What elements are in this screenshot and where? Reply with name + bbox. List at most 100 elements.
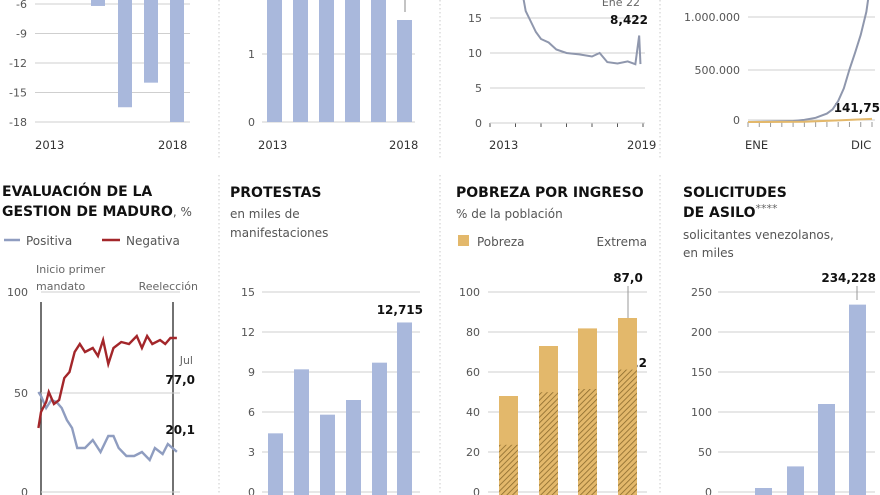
bar	[346, 400, 361, 495]
chart-title-line2: GESTION DE MADURO, %	[2, 204, 192, 220]
title-note: ****	[756, 202, 779, 215]
chart-evaluacion: EVALUACIÓN DE LA GESTION DE MADURO, % Po…	[2, 182, 198, 495]
y-tick-label: 1	[248, 48, 255, 61]
y-tick-label: 0	[473, 486, 480, 495]
bar	[397, 322, 412, 495]
legend-extrema: Extrema	[597, 235, 647, 249]
series-line-1	[747, 117, 873, 123]
bar	[818, 404, 835, 495]
annotation-start: Inicio primer	[36, 263, 106, 276]
y-tick-label: 6	[248, 406, 255, 419]
y-tick-label: 0	[21, 486, 28, 495]
y-tick-label: 150	[691, 366, 712, 379]
y-tick-label: 80	[466, 326, 480, 339]
x-label: ENE	[745, 138, 768, 152]
y-tick-label: 10	[468, 47, 482, 60]
bar-2015	[91, 0, 105, 6]
y-tick-label: 500.000	[695, 64, 741, 77]
x-label: 2018	[158, 138, 187, 152]
y-tick-label: -15	[9, 87, 27, 100]
y-tick-label: 40	[466, 406, 480, 419]
annotation-start: mandato	[36, 280, 85, 293]
annotation-month: Jul	[179, 354, 193, 367]
x-label: DIC	[851, 138, 871, 152]
y-tick-label: 50	[698, 446, 712, 459]
x-label: 2019	[627, 138, 656, 152]
data-label: 141,75	[834, 101, 880, 115]
series-line	[522, 0, 642, 66]
y-tick-label: 60	[466, 366, 480, 379]
chart-subtitle: manifestaciones	[230, 226, 328, 240]
y-tick-label: 250	[691, 286, 712, 299]
y-tick-label: 15	[468, 12, 482, 25]
y-tick-label: 50	[14, 387, 28, 400]
bar-extrema	[539, 392, 558, 495]
legend-swatch-pobreza	[458, 235, 469, 246]
chart-title: SOLICITUDES	[683, 185, 787, 201]
bar	[320, 414, 335, 495]
y-tick-label: 0	[248, 486, 255, 495]
annotation-date: Ene 22	[602, 0, 640, 9]
y-tick-label: -6	[16, 0, 27, 11]
title-text: DE ASILO	[683, 205, 756, 221]
bar-2016	[345, 0, 360, 122]
chart-subtitle: en miles de	[230, 207, 300, 221]
x-label: 2018	[389, 138, 418, 152]
bar-2016	[118, 0, 132, 108]
data-label: 87,0	[613, 271, 643, 285]
bar-2017	[371, 0, 386, 122]
bar-2018	[170, 0, 184, 122]
y-tick-label: 200	[691, 326, 712, 339]
x-label: 2013	[489, 138, 518, 152]
bar	[755, 488, 772, 495]
y-tick-label: 12	[241, 326, 255, 339]
chart-top-3-line: 2013 2019 Ene 22 8,422 0 5 10 15	[468, 0, 656, 152]
bar-2017	[144, 0, 158, 83]
chart-title: EVALUACIÓN DE LA	[2, 182, 152, 200]
bar	[849, 304, 866, 495]
y-tick-label: 20	[466, 446, 480, 459]
y-tick-label: -18	[9, 116, 27, 129]
bar-extrema	[578, 389, 597, 495]
chart-subtitle: en miles	[683, 246, 734, 260]
y-tick-label: 3	[248, 446, 255, 459]
data-label: 8,422	[610, 13, 648, 27]
x-label: 2013	[258, 138, 287, 152]
data-label: 12,715	[377, 303, 423, 317]
chart-title-line2: DE ASILO****	[683, 202, 778, 221]
series-line-0	[747, 0, 870, 123]
y-tick-label: 15	[241, 286, 255, 299]
y-tick-label: -12	[9, 57, 27, 70]
legend-negativa: Negativa	[126, 234, 180, 248]
y-tick-label: 0	[705, 486, 712, 495]
y-tick-label: 100	[691, 406, 712, 419]
y-tick-label: 5	[475, 82, 482, 95]
chart-subtitle: solicitantes venezolanos,	[683, 228, 834, 242]
data-label: 234,228	[821, 271, 876, 285]
y-tick-label: 100	[459, 286, 480, 299]
y-tick-label: 9	[248, 366, 255, 379]
bar	[268, 433, 283, 495]
legend-pobreza: Pobreza	[477, 235, 524, 249]
bar-extrema	[499, 444, 518, 495]
chart-subtitle: % de la población	[456, 207, 563, 221]
y-tick-label: 0	[248, 116, 255, 129]
chart-title: PROTESTAS	[230, 185, 322, 201]
bar	[787, 466, 804, 495]
y-tick-label: 1.000.000	[684, 11, 740, 24]
bar-2014	[293, 0, 308, 122]
chart-protestas: PROTESTAS en miles de manifestaciones 12…	[230, 185, 423, 495]
title-text: GESTION DE MADURO	[2, 204, 173, 220]
series-line-negativa	[37, 333, 177, 429]
chart-top-1: 2013 2018 -6 -9 -12 -15 -18	[9, 0, 190, 152]
y-tick-label: 0	[475, 117, 482, 130]
bar-2015	[319, 0, 334, 122]
chart-pobreza: POBREZA POR INGRESO % de la población Po…	[456, 185, 647, 495]
chart-top-2: 2013 2018 0 1	[248, 0, 418, 152]
y-tick-label: 100	[7, 286, 28, 299]
bar	[372, 362, 387, 495]
chart-top-4-line: ENE DIC 141,75 0 500.000 1.000.000	[684, 0, 880, 152]
bar-2013	[267, 0, 282, 122]
bar-2018	[397, 20, 412, 122]
